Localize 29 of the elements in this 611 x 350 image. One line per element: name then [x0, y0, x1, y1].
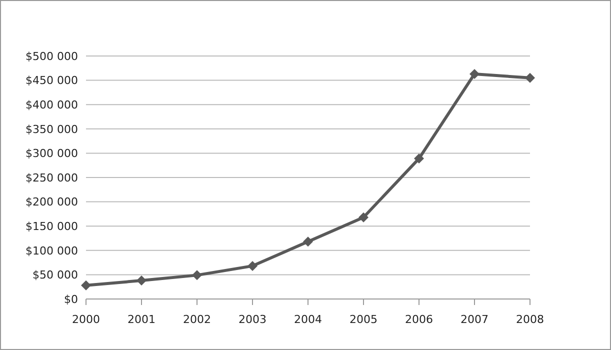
x-tick-label: 2005 [350, 312, 378, 326]
x-tick-label: 2007 [460, 312, 488, 326]
x-tick-label: 2004 [294, 312, 322, 326]
y-tick-label: $500 000 [26, 50, 78, 63]
y-tick-label: $150 000 [26, 220, 78, 234]
y-tick-label: $450 000 [26, 74, 78, 88]
point [192, 270, 202, 280]
y-tick-label: $50 000 [32, 268, 78, 282]
point [303, 236, 313, 247]
point [358, 212, 368, 222]
point [81, 280, 91, 290]
x-tick-label: 2006 [405, 312, 433, 326]
x-tick-label: 2008 [516, 312, 544, 326]
y-tick-label: $100 000 [26, 244, 78, 258]
y-tick-label: $350 000 [26, 122, 78, 136]
y-tick-label: $300 000 [26, 147, 78, 160]
point [136, 276, 146, 286]
point [248, 260, 258, 271]
y-tick-label: $250 000 [26, 171, 78, 184]
x-tick-label: 2001 [128, 312, 156, 326]
x-tick-label: 2000 [72, 312, 100, 326]
y-tick-label: $400 000 [26, 98, 78, 112]
y-tick-label: $0 [64, 292, 78, 306]
point [525, 72, 535, 83]
x-tick-label: 2003 [238, 312, 266, 326]
point [470, 68, 480, 79]
x-tick-label: 2002 [183, 312, 211, 326]
y-tick-label: $200 000 [26, 196, 78, 209]
point [414, 154, 424, 164]
